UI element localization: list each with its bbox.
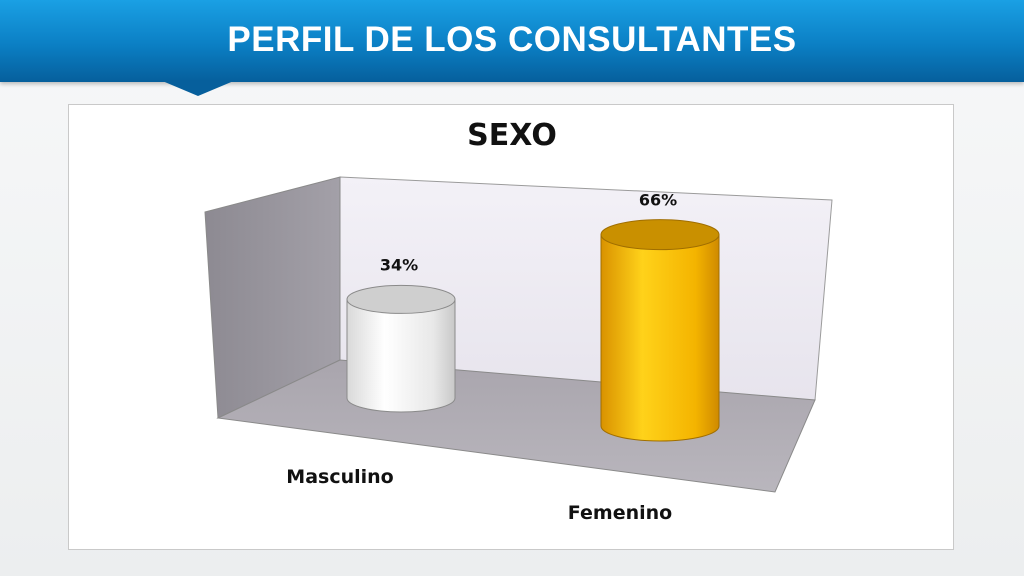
data-label-femenino: 66% — [639, 191, 677, 210]
category-label-femenino: Femenino — [568, 502, 672, 524]
chart-title: SEXO — [467, 118, 557, 153]
slide-title: PERFIL DE LOS CONSULTANTES — [227, 20, 797, 59]
data-label-masculino: 34% — [380, 255, 418, 274]
header-notch — [160, 80, 236, 96]
category-label-masculino: Masculino — [286, 466, 393, 488]
header-bar: PERFIL DE LOS CONSULTANTES — [0, 0, 1024, 96]
bar-femenino — [600, 219, 720, 442]
bar-masculino — [346, 284, 456, 413]
